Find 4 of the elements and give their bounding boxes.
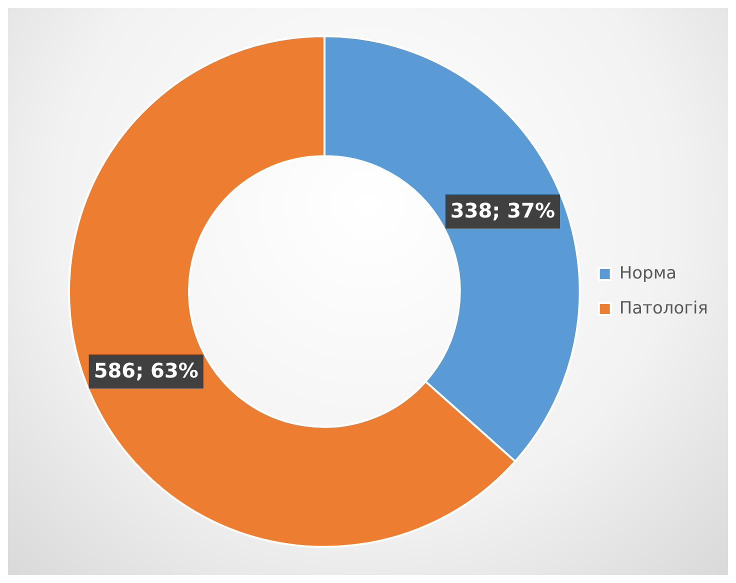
legend-label: Норма (619, 263, 677, 284)
data-label: 586; 63% (94, 358, 198, 383)
legend-label: Патологія (619, 298, 708, 318)
data-label: 338; 37% (450, 198, 556, 223)
